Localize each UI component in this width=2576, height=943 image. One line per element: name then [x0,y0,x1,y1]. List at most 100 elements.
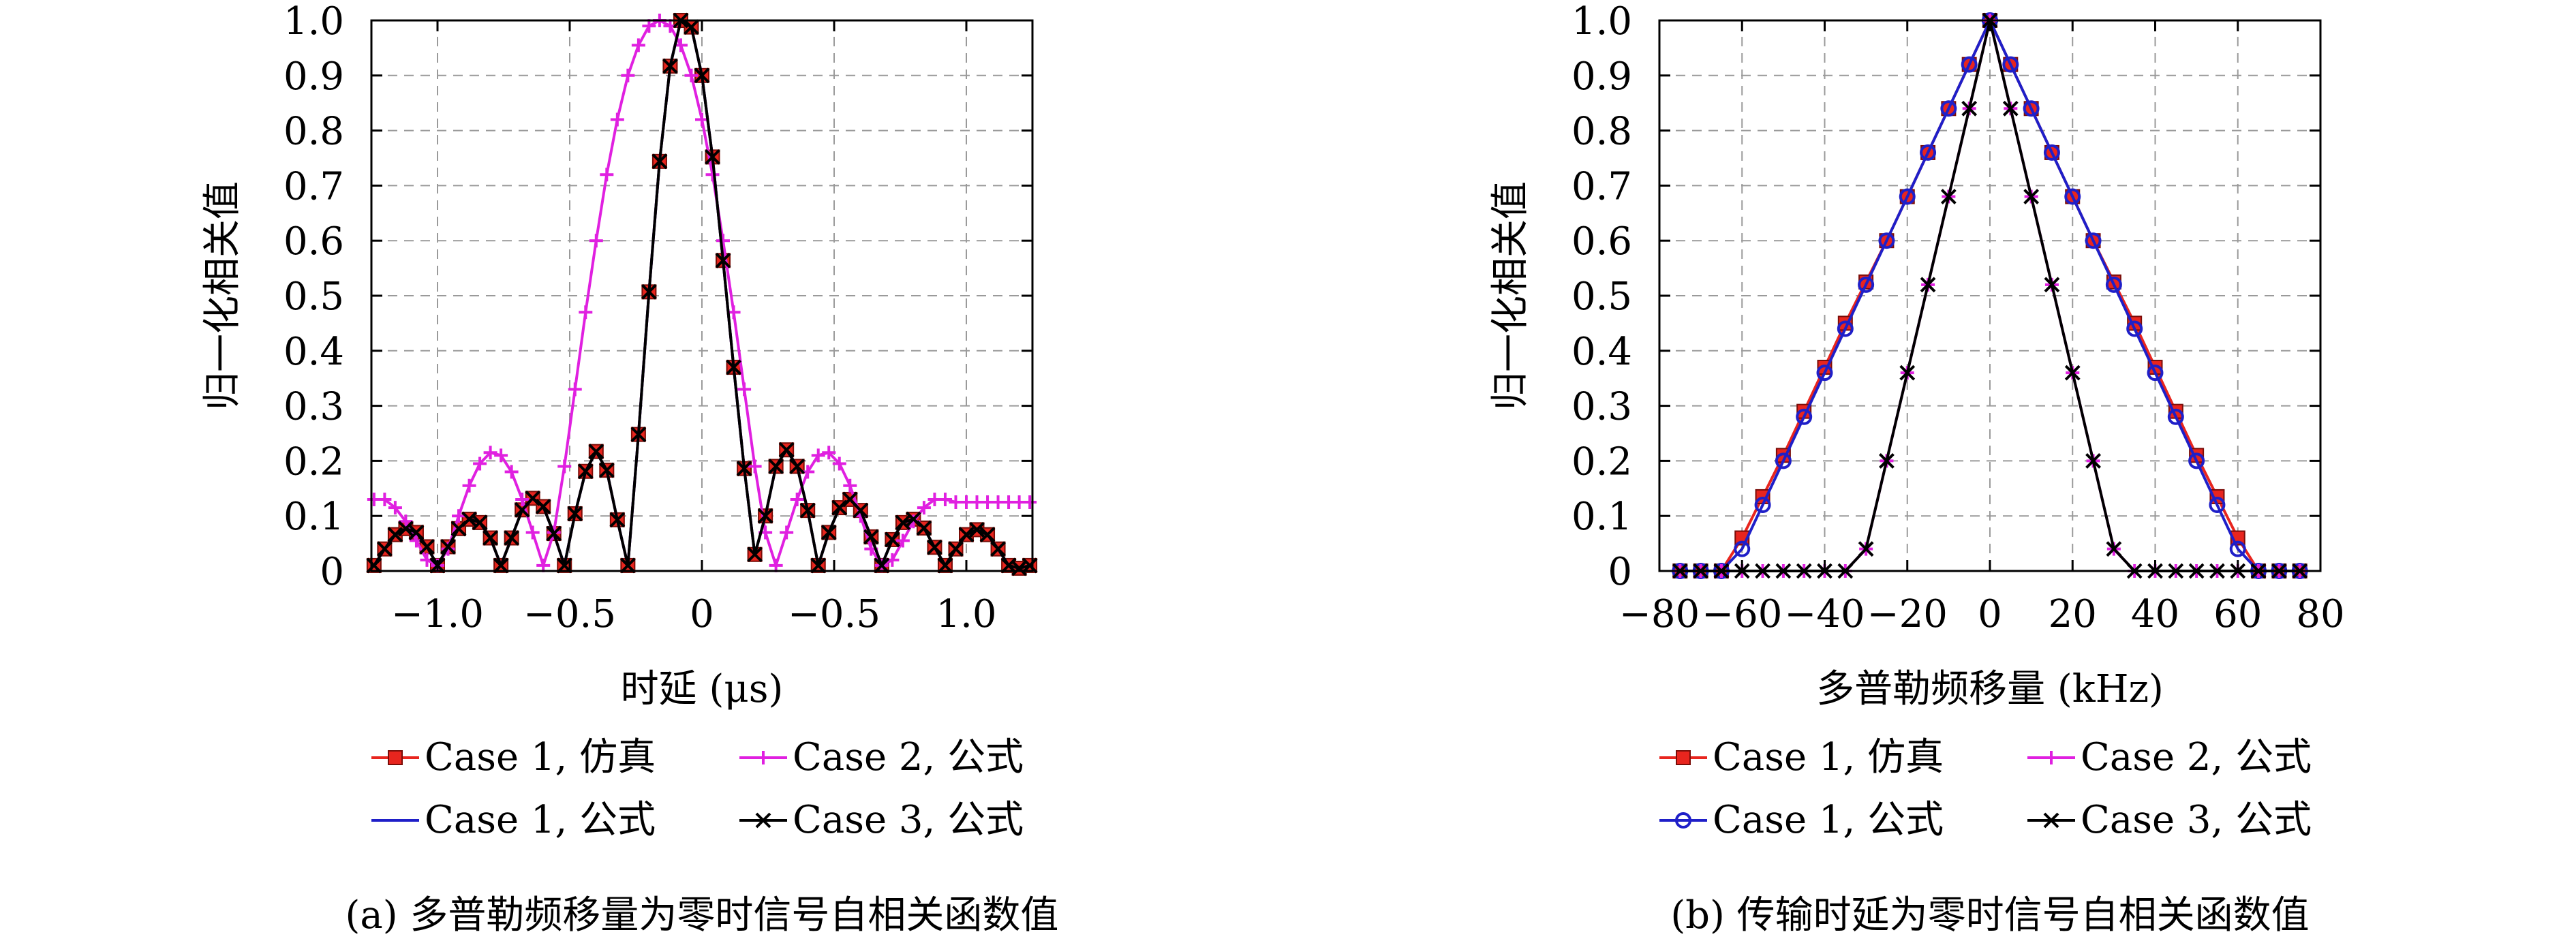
data-point-3-49 [884,531,900,548]
data-point-1-9 [1858,276,1875,293]
legend-marker-1 [756,751,770,764]
y-tick-label-10: 1.0 [283,0,344,44]
series-3 [366,12,1038,576]
data-point-3-46 [853,502,869,519]
subcaption-a: (a) 多普勒频移量为零时信号自相关函数值 [346,893,1059,938]
data-point-3-32 [705,149,720,165]
x-axis-label-a: 时延 (μs) [621,667,784,711]
x-tick-label-2: 0 [690,592,714,636]
legend-marker-0 [1676,750,1691,765]
data-point-3-22 [598,462,615,478]
x-tick-label-0: −1.0 [391,592,484,636]
data-point-1-16 [2002,56,2019,73]
data-point-3-16 [2002,100,2019,117]
legend-label-2: Case 1, 公式 [425,798,656,842]
data-point-3-36 [747,546,763,563]
data-point-2-10 [473,457,487,471]
legend-marker-2 [1675,812,1691,829]
y-tick-label-4: 0.4 [1571,330,1632,374]
data-point-3-26 [641,283,657,300]
data-point-2-43 [822,446,836,460]
data-point-3-59 [990,541,1006,557]
data-point-2-23 [610,112,624,127]
x-tick-label-3: −0.5 [788,592,880,636]
legend-label-1: Case 2, 公式 [2081,735,2312,779]
data-point-1-22 [2126,320,2143,337]
data-point-1-3 [1734,540,1751,557]
data-point-2-14 [515,492,530,506]
x-tick-label-2: −40 [1784,592,1865,636]
y-tick-label-4: 0.4 [283,330,344,374]
data-point-2-15 [525,525,540,540]
data-point-1-14 [1961,56,1978,73]
legend-marker-3 [2043,812,2059,829]
legend-label-3: Case 3, 公式 [793,798,1024,842]
data-point-3-20 [577,463,594,480]
y-tick-label-3: 0.3 [283,385,344,429]
y-tick-label-9: 0.9 [1571,55,1632,99]
data-point-3-18 [2044,277,2060,293]
y-tick-label-8: 0.8 [283,110,344,154]
data-point-3-12 [1920,277,1936,293]
y-axis-label-a: 归一化相关值 [200,181,245,410]
data-point-1-23 [2147,365,2164,382]
data-point-1-8 [1837,320,1854,337]
y-tick-label-9: 0.9 [283,55,344,99]
x-tick-label-1: −60 [1702,592,1782,636]
data-point-3-56 [958,527,975,543]
data-point-2-21 [589,234,603,248]
legend-item-3: Case 3, 公式 [739,798,1024,842]
data-point-3-25 [630,427,647,443]
data-point-2-24 [621,68,635,82]
data-point-3-28 [662,58,678,74]
data-point-2-45 [843,478,857,493]
data-point-3-19 [2064,365,2081,381]
data-point-2-22 [600,168,614,182]
data-point-3-19 [567,506,583,522]
data-point-3-10 [472,514,488,531]
data-point-2-9 [462,478,476,493]
data-point-2-25 [631,38,645,52]
x-tick-label-6: 40 [2131,592,2179,636]
data-point-2-13 [504,465,519,479]
data-point-3-9 [1858,541,1874,557]
data-point-3-47 [863,529,879,545]
data-point-1-4 [1754,497,1771,514]
data-point-3-40 [789,459,806,474]
data-point-2-54 [938,492,952,506]
data-point-3-2 [387,527,403,543]
x-tick-label-3: −20 [1867,592,1948,636]
data-point-2-1 [378,492,392,506]
legend-label-0: Case 1, 仿真 [425,735,656,779]
data-point-2-2 [388,501,402,515]
data-point-2-36 [748,459,762,474]
data-point-3-33 [715,252,731,268]
legend-item-3: Case 3, 公式 [2027,798,2312,842]
data-point-2-30 [684,68,699,82]
legend-item-2: Case 1, 公式 [371,798,656,842]
data-point-3-50 [895,514,911,531]
data-point-2-19 [568,382,582,397]
y-tick-label-1: 0.1 [283,495,344,539]
data-point-2-40 [790,492,804,506]
data-point-1-10 [1878,232,1895,249]
legend-label-1: Case 2, 公式 [793,735,1024,779]
legend-item-1: Case 2, 公式 [739,735,1024,779]
y-tick-label-10: 1.0 [1571,0,1632,44]
subcaption-b: (b) 传输时延为零时信号自相关函数值 [1670,893,2309,938]
data-point-1-5 [1775,452,1792,469]
data-point-3-39 [778,442,795,458]
data-point-3-35 [736,461,752,477]
data-point-2-18 [557,459,572,474]
grid-b [1659,20,2321,572]
y-tick-label-6: 0.6 [283,219,344,264]
data-point-3-21 [588,444,604,460]
x-tick-label-5: 20 [2049,592,2097,636]
series-layer-a [366,12,1038,576]
data-point-1-6 [1796,408,1813,425]
data-point-1-26 [2209,497,2226,514]
data-point-2-3 [399,514,413,529]
data-point-1-20 [2085,232,2102,249]
data-point-1-13 [1940,100,1957,117]
data-point-2-44 [832,457,846,471]
